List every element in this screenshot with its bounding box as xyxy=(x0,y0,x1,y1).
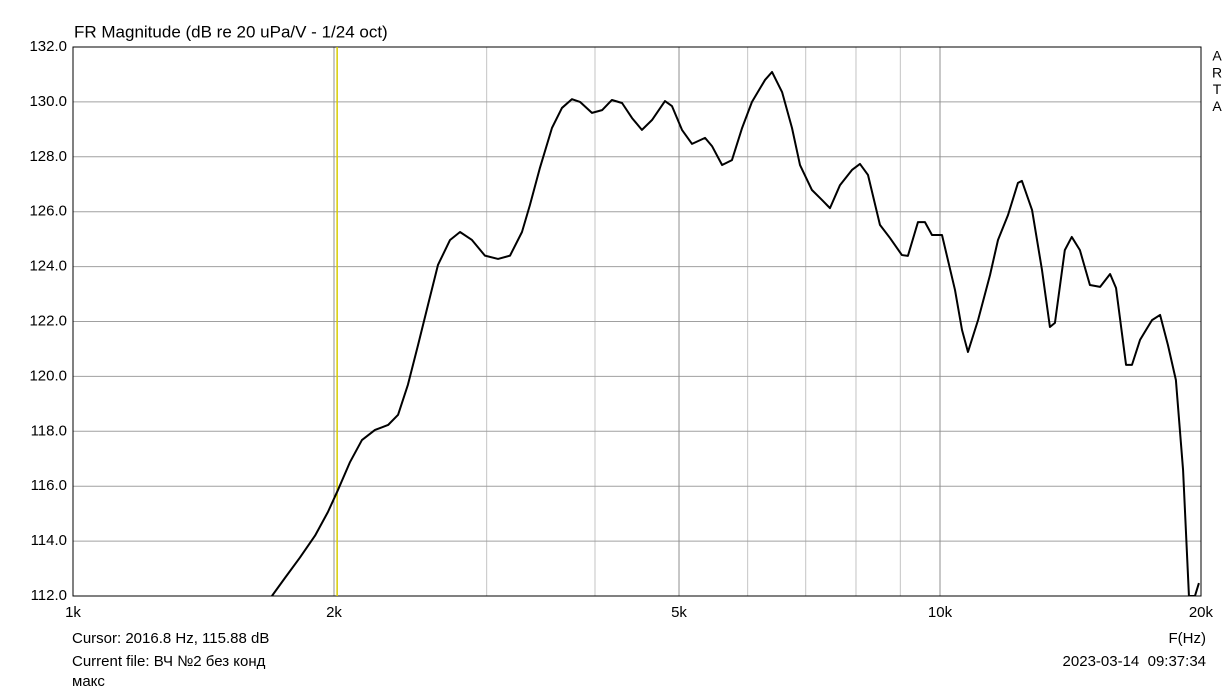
watermark-letter: A xyxy=(1212,98,1222,114)
y-tick-label: 112.0 xyxy=(31,587,67,604)
y-tick-label: 128.0 xyxy=(29,148,67,165)
file-label: Current file: ВЧ №2 без конд xyxy=(72,653,266,670)
x-tick-label: 5k xyxy=(671,604,687,621)
x-axis-label: F(Hz) xyxy=(1169,630,1207,647)
y-tick-label: 132.0 xyxy=(29,38,67,55)
x-tick-label: 2k xyxy=(326,604,342,621)
y-tick-label: 120.0 xyxy=(29,367,67,384)
x-tick-label: 10k xyxy=(928,604,953,621)
y-tick-label: 124.0 xyxy=(29,258,67,275)
watermark-letter: R xyxy=(1212,64,1222,80)
y-tick-label: 116.0 xyxy=(31,477,67,494)
file-label: макс xyxy=(72,673,105,690)
data-line xyxy=(271,70,1200,596)
y-tick-label: 126.0 xyxy=(29,203,67,220)
cursor-readout: Cursor: 2016.8 Hz, 115.88 dB xyxy=(72,630,269,647)
plot-frame xyxy=(72,46,1202,597)
watermark-letter: T xyxy=(1213,81,1222,97)
chart-title: FR Magnitude (dB re 20 uPa/V - 1/24 oct) xyxy=(74,22,388,41)
y-tick-label: 118.0 xyxy=(31,422,67,439)
y-tick-label: 114.0 xyxy=(31,532,67,549)
y-tick-label: 130.0 xyxy=(29,93,67,110)
y-tick-label: 122.0 xyxy=(29,312,67,329)
timestamp: 2023-03-14 09:37:34 xyxy=(1063,653,1206,670)
watermark-letter: A xyxy=(1212,48,1222,64)
x-tick-label: 1k xyxy=(65,604,81,621)
x-tick-label: 20k xyxy=(1189,604,1214,621)
